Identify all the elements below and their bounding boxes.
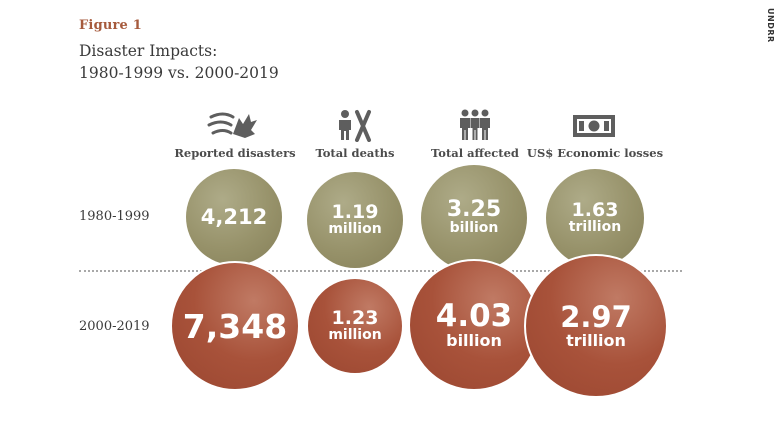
- banknote-icon: [573, 115, 615, 137]
- row-label-1980-1999: 1980-1999: [79, 209, 150, 224]
- bubble-1980-total-deaths: 1.19 million: [307, 172, 403, 268]
- bubble-value: 3.25: [446, 197, 502, 223]
- chart-title-line-2: 1980-1999 vs. 2000-2019: [79, 64, 279, 82]
- bubble-value: 4.03: [435, 297, 513, 334]
- chart-title: Disaster Impacts: 1980-1999 vs. 2000-201…: [79, 40, 379, 84]
- bubble-value: 7,348: [182, 306, 288, 346]
- bubble-1980-economic-losses: 1.63 trillion: [546, 169, 644, 267]
- bubble-2000-total-affected: 4.03 billion: [408, 259, 540, 391]
- storm-wind-icon: [207, 112, 257, 138]
- bubble-value: 1.19: [331, 200, 379, 223]
- bubble-2000-total-deaths: 1.23 million: [306, 277, 404, 375]
- deaths-person-x-icon: [339, 110, 371, 142]
- watermark-text: UNDRR: [766, 8, 775, 43]
- bubble-unit: billion: [446, 330, 502, 350]
- chart-title-line-1: Disaster Impacts:: [79, 42, 218, 60]
- bubble-1980-total-affected: 3.25 billion: [421, 165, 527, 271]
- bubble-unit: trillion: [566, 330, 626, 350]
- bubble-2000-economic-losses: 2.97 trillion: [524, 254, 668, 398]
- bubble-1980-reported-disasters: 4,212: [186, 169, 282, 265]
- category-label-total-affected: Total affected: [431, 146, 519, 160]
- bubble-value: 1.23: [331, 306, 379, 329]
- category-label-total-deaths: Total deaths: [315, 146, 395, 160]
- row-label-2000-2019: 2000-2019: [79, 319, 150, 334]
- bubble-unit: million: [328, 326, 382, 343]
- period-divider: [79, 270, 682, 272]
- bubble-unit: million: [328, 220, 382, 237]
- bubble-value: 1.63: [571, 198, 619, 221]
- figure-label: Figure 1: [79, 18, 143, 33]
- watermark-logo: UNDRR: [763, 8, 777, 48]
- bubble-2000-reported-disasters: 7,348: [170, 261, 300, 391]
- bubble-unit: billion: [449, 220, 499, 237]
- bubble-unit: trillion: [568, 218, 622, 235]
- bubble-value: 4,212: [200, 204, 268, 229]
- affected-people-icon: [460, 109, 490, 140]
- category-label-reported-disasters: Reported disasters: [174, 146, 296, 160]
- category-label-economic-losses: US$ Economic losses: [526, 146, 664, 160]
- bubble-value: 2.97: [560, 299, 632, 334]
